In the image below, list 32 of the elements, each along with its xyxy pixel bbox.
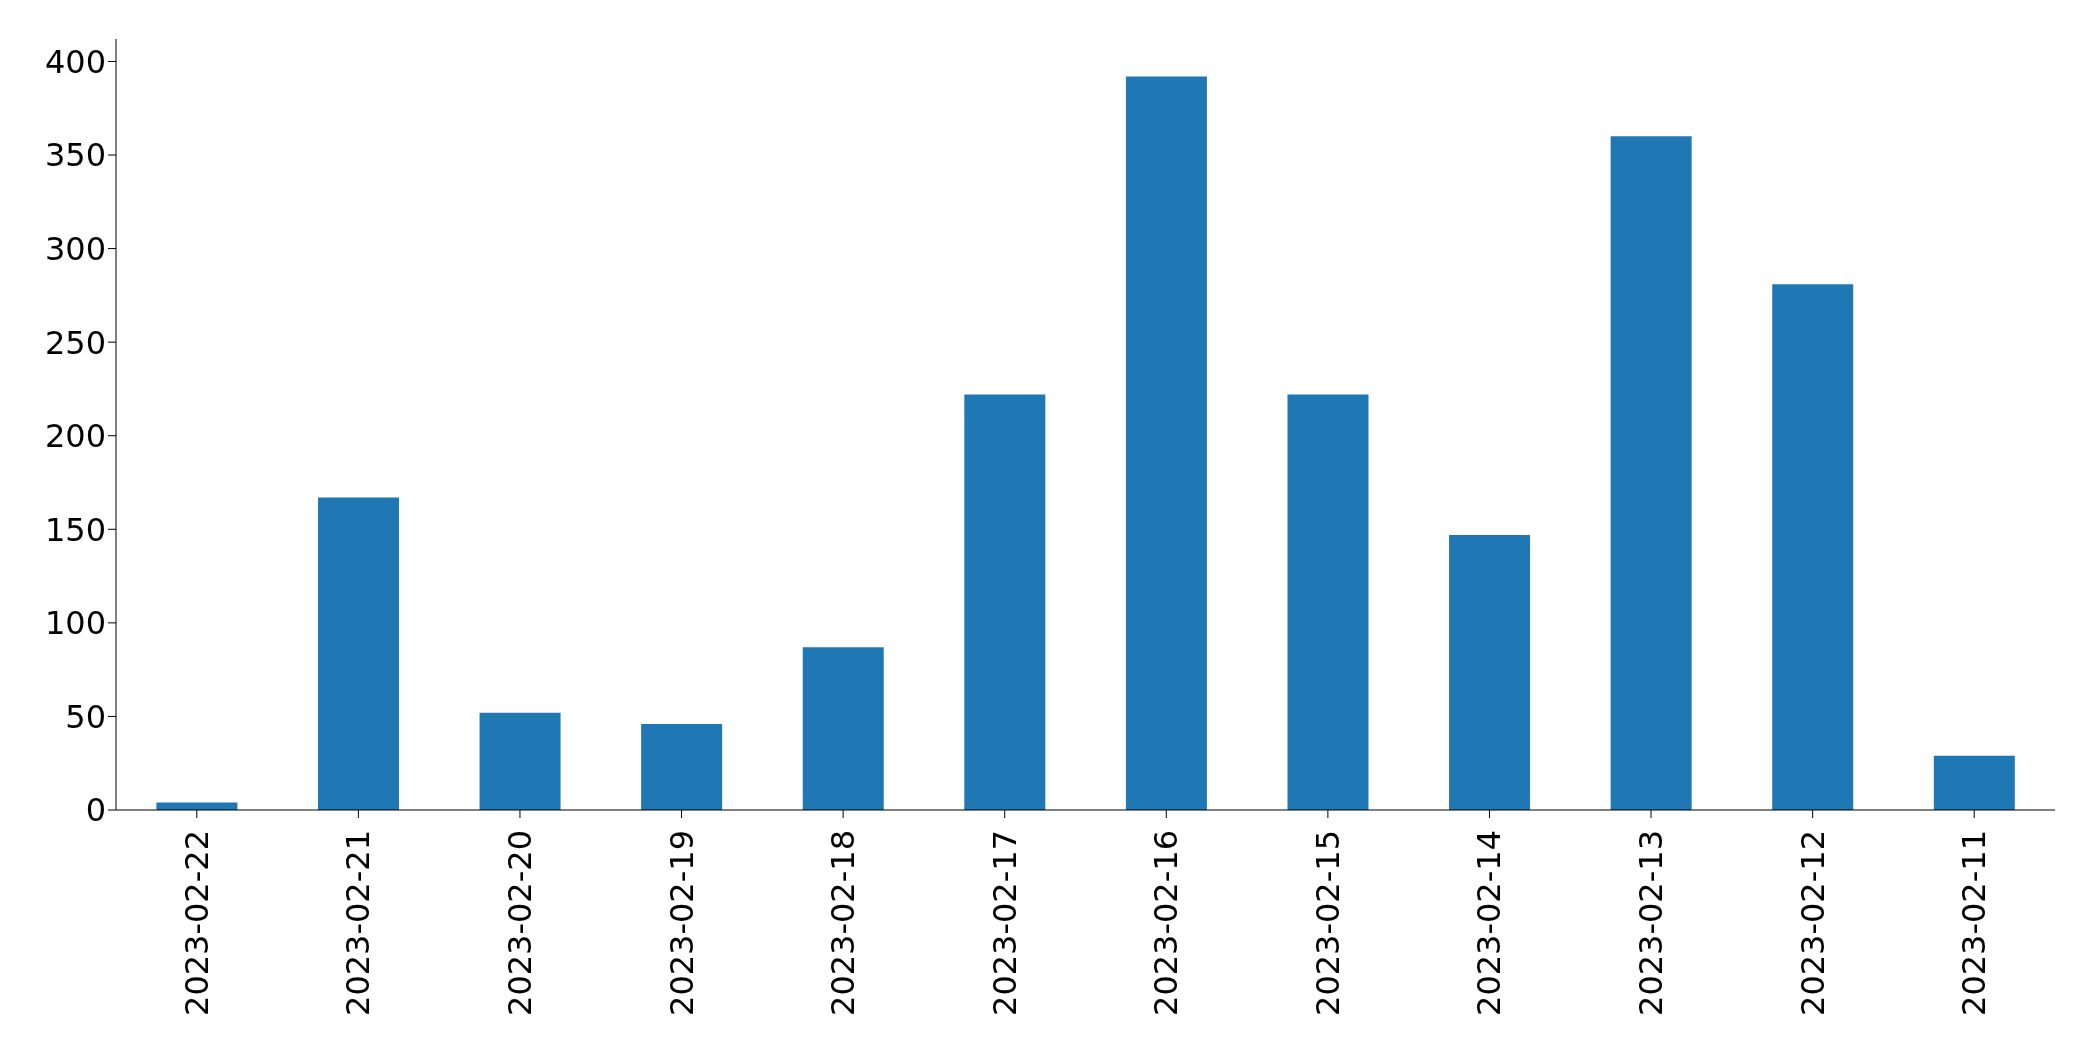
x-tick-label: 2023-02-22 — [177, 830, 216, 1016]
bar — [1449, 534, 1531, 810]
bar — [1125, 76, 1207, 810]
x-tick-label: 2023-02-20 — [500, 830, 539, 1016]
bar — [1933, 755, 2015, 810]
x-tick-label: 2023-02-14 — [1470, 830, 1509, 1016]
x-tick-label: 2023-02-11 — [1955, 830, 1994, 1016]
bar — [1772, 284, 1854, 810]
bar — [479, 712, 561, 810]
y-tick-label: 300 — [44, 229, 106, 268]
bar — [1287, 394, 1369, 810]
bar — [317, 497, 399, 810]
x-tick-label: 2023-02-19 — [662, 830, 701, 1016]
y-tick-label: 250 — [44, 323, 106, 362]
bar — [1610, 136, 1692, 810]
x-tick-label: 2023-02-18 — [824, 830, 863, 1016]
y-tick-label: 50 — [65, 697, 106, 736]
y-tick-label: 100 — [44, 604, 106, 643]
y-tick-label: 150 — [44, 510, 106, 549]
x-tick-label: 2023-02-12 — [1793, 830, 1832, 1016]
x-tick-label: 2023-02-17 — [985, 830, 1024, 1016]
y-tick-label: 350 — [44, 136, 106, 175]
x-tick-label: 2023-02-13 — [1632, 830, 1671, 1016]
y-tick-label: 200 — [44, 417, 106, 456]
x-tick-label: 2023-02-16 — [1147, 830, 1186, 1016]
bar — [641, 723, 723, 810]
bar — [964, 394, 1046, 810]
y-tick-label: 0 — [85, 791, 106, 830]
x-tick-label: 2023-02-21 — [339, 830, 378, 1016]
y-tick-label: 400 — [44, 42, 106, 81]
bar — [802, 647, 884, 810]
x-tick-label: 2023-02-15 — [1308, 830, 1347, 1016]
